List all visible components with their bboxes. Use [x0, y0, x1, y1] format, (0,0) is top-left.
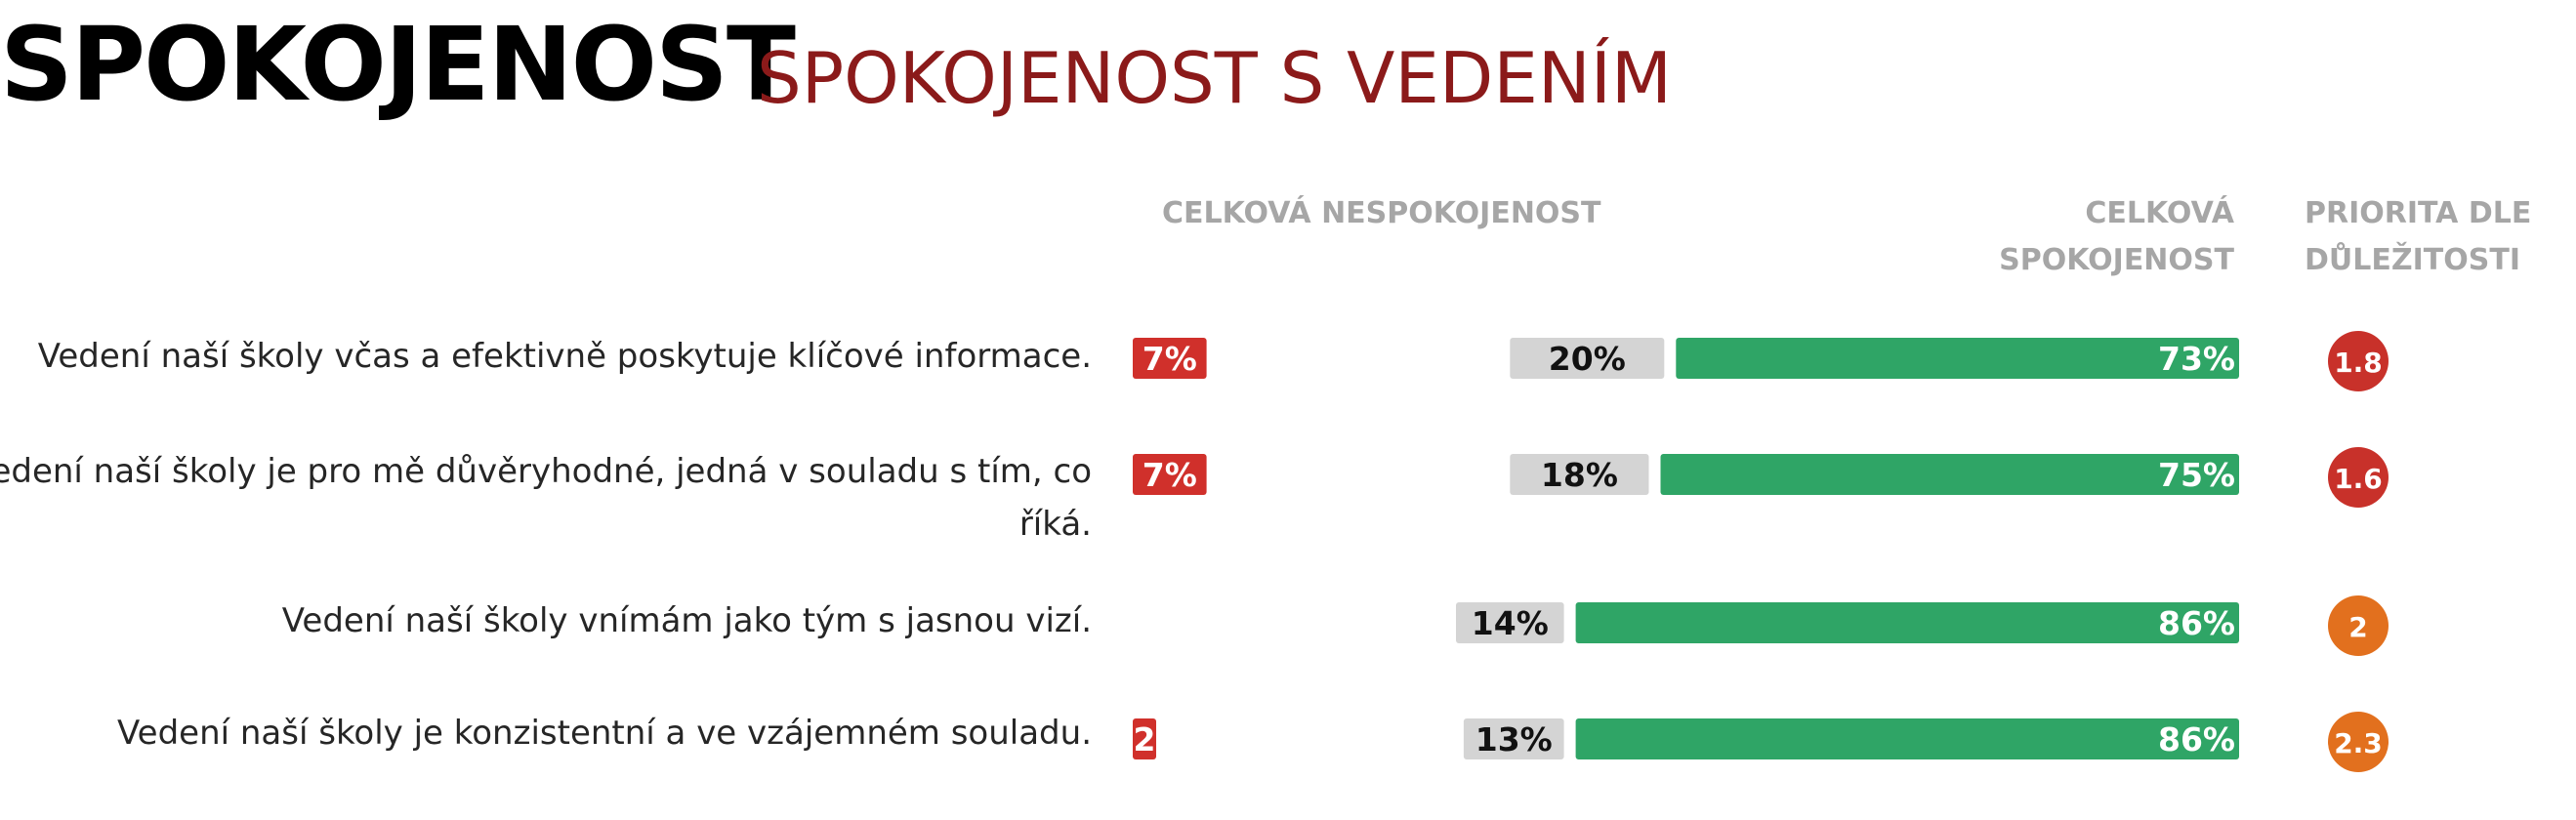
label-dissatisfied-2: 7%: [1143, 456, 1197, 494]
header-satisfaction-line2: SPOKOJENOST: [1999, 243, 2234, 277]
page-title: SPOKOJENOST: [0, 5, 796, 124]
bar-satisfied-3: [1575, 602, 2239, 643]
label-satisfied-2: 75%: [2158, 456, 2235, 494]
bar-dissatisfied-2: [1133, 454, 1207, 495]
bar-neutral-4: [1463, 718, 1564, 759]
label-neutral-3: 14%: [1472, 604, 1549, 642]
bar-satisfied-1: [1676, 338, 2239, 379]
label-satisfied-3: 86%: [2158, 604, 2235, 642]
priority-label-1: 1.8: [2334, 347, 2383, 379]
header-dissatisfaction: CELKOVÁ NESPOKOJENOST: [1162, 196, 1601, 230]
label-satisfied-1: 73%: [2158, 340, 2235, 378]
priority-badge-4: [2328, 712, 2389, 772]
header-priority: PRIORITA DLE DŮLEŽITOSTI: [2305, 190, 2558, 284]
bar-neutral-1: [1510, 338, 1665, 379]
row-label-2: Vedení naší školy je pro mě důvěryhodné,…: [0, 452, 1092, 544]
header-satisfaction: CELKOVÁ SPOKOJENOST: [1941, 190, 2234, 284]
priority-badge-2: [2328, 447, 2389, 508]
label-neutral-2: 18%: [1541, 456, 1618, 494]
bar-dissatisfied-1: [1133, 338, 1207, 379]
priority-badge-1: [2328, 331, 2389, 391]
bar-dissatisfied-4: [1133, 718, 1156, 759]
priority-label-4: 2.3: [2334, 727, 2383, 759]
label-neutral-1: 20%: [1549, 340, 1626, 378]
priority-label-2: 1.6: [2334, 463, 2383, 495]
header-priority-line1: PRIORITA DLE: [2305, 196, 2532, 230]
label-dissatisfied-1: 7%: [1143, 340, 1197, 378]
row-label-1: Vedení naší školy včas a efektivně posky…: [37, 337, 1092, 376]
label-neutral-4: 13%: [1475, 720, 1553, 758]
label-satisfied-4: 86%: [2158, 720, 2235, 758]
bar-satisfied-2: [1660, 454, 2239, 495]
header-priority-line2: DŮLEŽITOSTI: [2305, 243, 2520, 277]
row-label-3: Vedení naší školy vnímám jako tým s jasn…: [281, 601, 1092, 640]
bar-satisfied-4: [1575, 718, 2239, 759]
priority-label-3: 2: [2348, 611, 2367, 643]
bar-neutral-2: [1510, 454, 1649, 495]
row-label-4: Vedení naší školy je konzistentní a ve v…: [117, 714, 1092, 753]
label-dissatisfied-4: 2: [1134, 720, 1156, 758]
page-subtitle: SPOKOJENOST S VEDENÍM: [757, 37, 1673, 119]
bar-neutral-3: [1456, 602, 1564, 643]
priority-badge-3: [2328, 595, 2389, 656]
header-satisfaction-line1: CELKOVÁ: [2085, 196, 2234, 230]
